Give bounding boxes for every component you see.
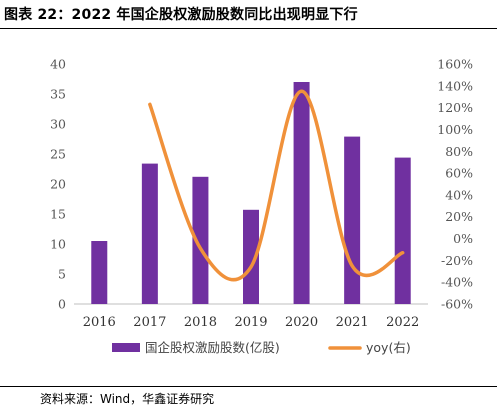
left-tick-label: 10 — [50, 237, 66, 252]
combo-chart: 0 5 10 15 20 25 30 35 40 -60% -40% -20% 0% 20% 40% 60%… — [50, 57, 473, 356]
chart-title: 图表 22：2022 年国企股权激励股数同比出现明显下行 — [4, 7, 358, 23]
x-tick-label: 2021 — [336, 315, 369, 330]
left-tick-label: 20 — [50, 177, 66, 192]
left-tick-label: 0 — [58, 297, 66, 312]
right-tick-label: 40% — [445, 187, 473, 202]
x-tick-label: 2020 — [285, 315, 318, 330]
right-tick-label: 120% — [437, 100, 473, 115]
right-tick-label: 160% — [437, 57, 473, 72]
bar-series — [91, 82, 411, 304]
legend: 国企股权激励股数(亿股) yoy(右) — [112, 340, 411, 355]
x-tick-label: 2019 — [234, 315, 267, 330]
right-tick-label: -20% — [441, 253, 473, 268]
left-tick-label: 25 — [50, 147, 66, 162]
legend-bar-swatch — [112, 343, 140, 352]
x-tick-label: 2017 — [133, 315, 166, 330]
left-axis-ticks: 0 5 10 15 20 25 30 35 40 — [50, 57, 66, 312]
title-divider — [0, 28, 497, 29]
right-tick-label: -40% — [441, 275, 473, 290]
x-tick-label: 2016 — [83, 315, 116, 330]
left-tick-label: 15 — [50, 207, 66, 222]
source-note: 资料来源：Wind，华鑫证券研究 — [40, 392, 215, 406]
x-tick-label: 2018 — [184, 315, 217, 330]
right-tick-label: 80% — [445, 144, 473, 159]
bar — [141, 163, 158, 304]
left-tick-label: 5 — [58, 267, 66, 282]
left-tick-label: 30 — [50, 117, 66, 132]
left-tick-label: 40 — [50, 57, 66, 72]
x-axis-ticks: 2016 2017 2018 2019 2020 2021 2022 — [83, 315, 420, 330]
right-tick-label: 100% — [437, 122, 473, 137]
right-tick-label: -60% — [441, 297, 473, 312]
right-tick-label: 20% — [445, 209, 473, 224]
yoy-line — [148, 89, 405, 282]
right-tick-label: 140% — [437, 78, 473, 93]
right-axis-ticks: -60% -40% -20% 0% 20% 40% 60% 80% 100% 120% 140% 16… — [437, 57, 473, 312]
bar — [91, 241, 108, 304]
source-divider — [0, 386, 497, 387]
right-tick-label: 60% — [445, 166, 473, 181]
bar — [192, 176, 209, 304]
legend-bar-label: 国企股权激励股数(亿股) — [145, 340, 280, 355]
bar — [394, 157, 411, 304]
right-tick-label: 0% — [453, 231, 473, 246]
bar — [344, 136, 361, 304]
x-tick-label: 2022 — [386, 315, 419, 330]
legend-line-label: yoy(右) — [366, 340, 411, 355]
bar — [243, 209, 259, 304]
bar — [293, 82, 310, 304]
left-tick-label: 35 — [50, 87, 66, 102]
